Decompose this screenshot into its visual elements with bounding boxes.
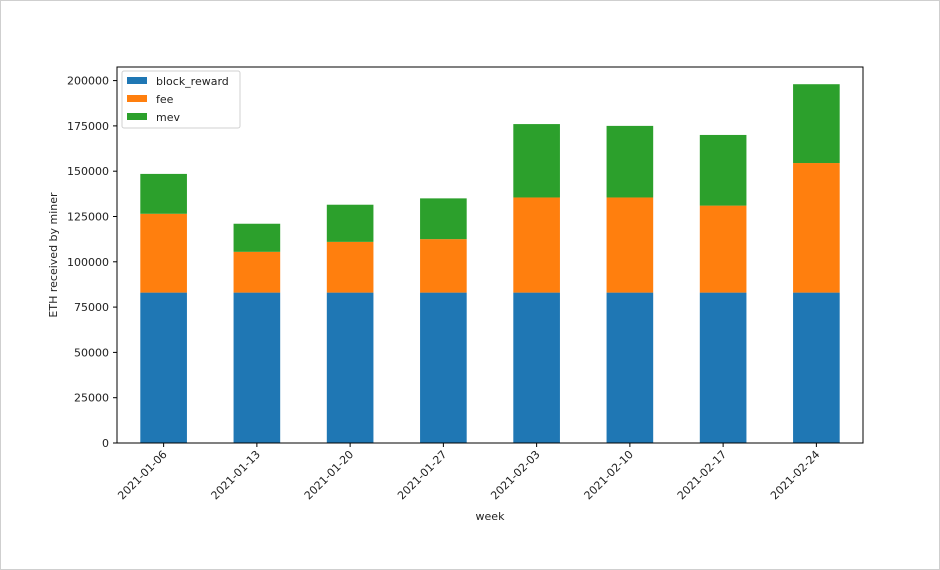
bar-mev-2021-02-17 <box>699 134 747 206</box>
bar-mev-2021-02-03 <box>513 124 560 198</box>
legend-box <box>121 70 241 129</box>
x-tick-label: 2021-01-20 <box>302 448 356 502</box>
x-tick-label: 2021-01-06 <box>115 448 169 502</box>
bar-block_reward-2021-02-17 <box>699 292 747 443</box>
bar-mev-2021-01-13 <box>233 223 281 252</box>
bar-block_reward-2021-01-13 <box>233 292 281 443</box>
bar-fee-2021-02-17 <box>699 205 747 293</box>
legend-swatch-block_reward <box>127 77 147 84</box>
legend-label-block_reward: block_reward <box>156 75 229 88</box>
axes-layer <box>116 66 864 444</box>
bar-mev-2021-01-27 <box>420 198 467 240</box>
bar-block_reward-2021-01-06 <box>140 292 187 443</box>
y-tick-label: 200000 <box>67 75 109 88</box>
x-axis-label: week <box>476 510 506 523</box>
x-axis-ticks: 2021-01-06 2021-01-13 2021-01-20 2021-01-27… <box>115 443 822 502</box>
bar-fee-2021-02-03 <box>513 197 560 293</box>
bar-fee-2021-02-24 <box>793 163 840 293</box>
bar-fee-2021-01-27 <box>420 239 467 293</box>
bar-fee-2021-01-06 <box>140 213 187 293</box>
y-tick-label: 100000 <box>67 256 109 269</box>
x-tick-label: 2021-02-24 <box>768 448 822 502</box>
bar-block_reward-2021-02-24 <box>793 292 840 443</box>
legend-swatch-fee <box>127 95 147 102</box>
bar-mev-2021-02-10 <box>606 125 654 198</box>
plot-frame <box>116 66 864 444</box>
bar-block_reward-2021-01-20 <box>326 292 374 443</box>
x-tick-label: 2021-02-10 <box>582 448 636 502</box>
bar-mev-2021-01-06 <box>140 173 187 214</box>
legend-label-mev: mev <box>156 111 180 124</box>
bar-block_reward-2021-01-27 <box>420 292 467 443</box>
bars-layer <box>140 84 840 443</box>
legend-label-fee: fee <box>156 93 174 106</box>
bar-mev-2021-01-20 <box>326 204 374 242</box>
y-tick-label: 50000 <box>74 346 109 359</box>
bar-block_reward-2021-02-03 <box>513 292 560 443</box>
y-tick-label: 0 <box>102 437 109 450</box>
x-tick-label: 2021-02-03 <box>488 448 542 502</box>
x-tick-label: 2021-01-13 <box>209 448 263 502</box>
bar-fee-2021-01-20 <box>326 241 374 293</box>
y-tick-label: 125000 <box>67 210 109 223</box>
x-tick-label: 2021-02-17 <box>675 448 729 502</box>
bar-block_reward-2021-02-10 <box>606 292 654 443</box>
y-axis-label: ETH received by miner <box>47 192 60 318</box>
bar-fee-2021-02-10 <box>606 197 654 293</box>
y-axis-ticks: 0 25000 50000 75000 100000 125000 150000 175000… <box>67 75 117 450</box>
bar-fee-2021-01-13 <box>233 251 281 293</box>
bar-mev-2021-02-24 <box>793 84 840 164</box>
legend-swatch-mev <box>127 113 147 120</box>
y-tick-label: 150000 <box>67 165 109 178</box>
y-tick-label: 25000 <box>74 392 109 405</box>
y-tick-label: 75000 <box>74 301 109 314</box>
y-tick-label: 175000 <box>67 120 109 133</box>
x-tick-label: 2021-01-27 <box>395 448 449 502</box>
